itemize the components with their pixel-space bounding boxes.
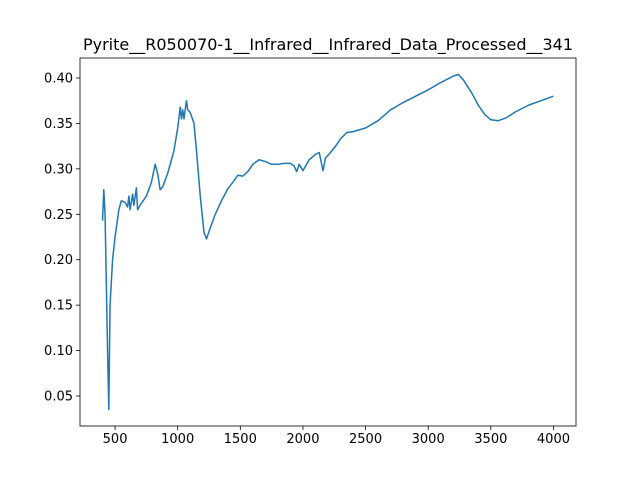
- plot-frame: [79, 57, 577, 427]
- x-tick-label: 2500: [349, 432, 382, 447]
- data-line: [101, 73, 554, 411]
- y-tick-label: 0.25: [44, 208, 73, 223]
- y-tick-label: 0.20: [44, 253, 73, 268]
- y-tick-label: 0.15: [44, 299, 73, 314]
- x-tick-label: 1000: [161, 432, 194, 447]
- x-tick-label: 2000: [286, 432, 319, 447]
- x-tick-label: 3000: [412, 432, 445, 447]
- x-tick-label: 3500: [474, 432, 507, 447]
- chart-title: Pyrite__R050070-1__Infrared__Infrared_Da…: [83, 35, 573, 55]
- y-tick-label: 0.30: [44, 162, 73, 177]
- y-tick-label: 0.10: [44, 344, 73, 359]
- y-tick-label: 0.40: [44, 71, 73, 86]
- x-tick-label: 500: [103, 432, 128, 447]
- y-tick-label: 0.05: [44, 390, 73, 405]
- x-tick-label: 4000: [537, 432, 570, 447]
- x-tick-label: 1500: [224, 432, 257, 447]
- y-tick-label: 0.35: [44, 117, 73, 132]
